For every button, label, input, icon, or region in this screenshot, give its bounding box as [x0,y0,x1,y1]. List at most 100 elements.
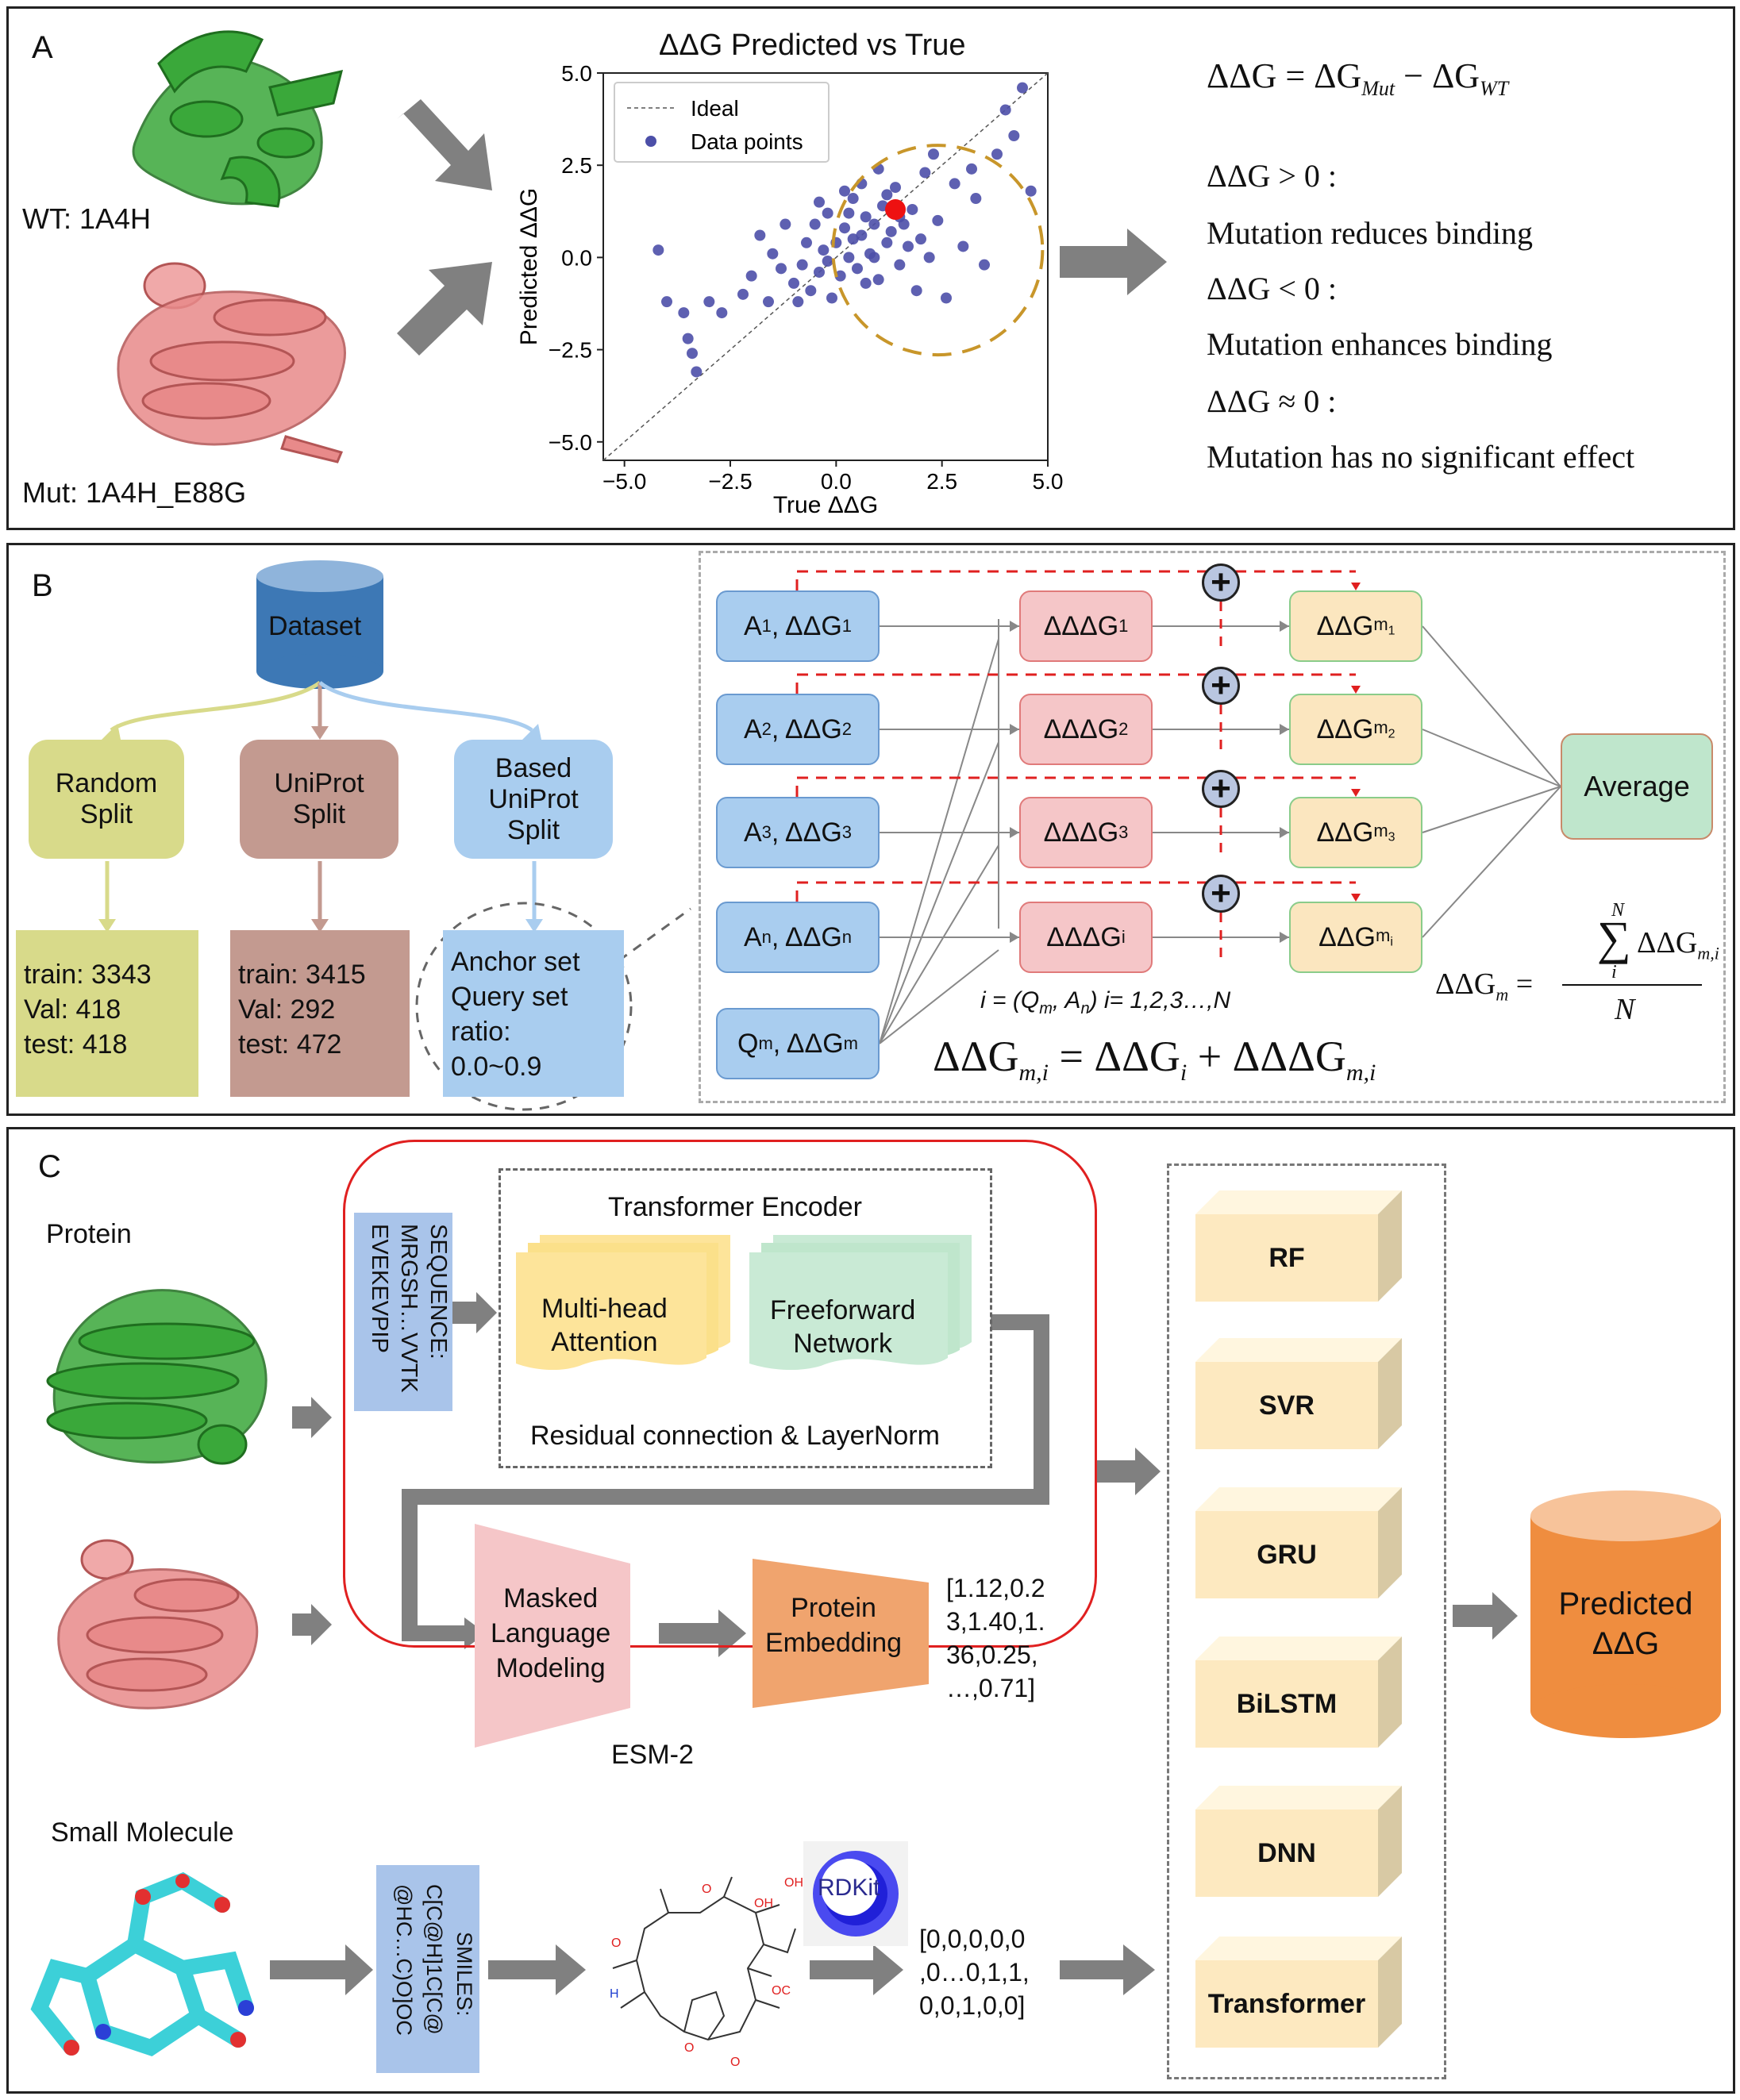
data-point [792,296,804,308]
output-box-3: ΔΔG m3 [1289,797,1422,868]
mha-stack [516,1235,730,1370]
text-reduces: Mutation reduces binding [1207,215,1534,251]
rdkit-logo [803,1841,908,1946]
data-point [979,259,990,271]
condition-zero: ΔΔG ≈ 0 : [1207,383,1337,419]
plus-circle-1: + [1202,563,1240,602]
chart-title: ΔΔG Predicted vs True [659,29,966,62]
data-point [822,256,833,267]
delta-box-4: ΔΔΔG i [1019,902,1153,973]
data-point [881,189,893,201]
y-axis-label: Predicted ΔΔG [516,188,542,346]
plus-circle-4: + [1202,875,1240,913]
data-point [834,270,846,282]
average-box: Average [1561,733,1713,840]
data-point [767,248,779,260]
data-point [843,252,855,263]
model-cube-svr: SVR [1195,1338,1402,1449]
sequence-box: SEQUENCE: MRGSH…VVTK EVEKEVPIP [354,1213,452,1411]
panel-a-label: A [32,30,53,65]
ideal-line [602,72,1049,461]
data-point [923,252,935,263]
anchor-query-region [699,551,1726,1103]
molecule-atom-label: O [730,2056,741,2069]
smiles-box: SMILES: C[C@H]1C[C@ @HC…C)O]OC [376,1865,479,2073]
data-point [678,307,690,319]
molecule-atom-label: OH [784,1876,803,1890]
molecule-atom-label: O [702,1883,712,1896]
index-text: i = (Qm, An) i= 1,2,3…,N [980,987,1231,1017]
model-label: SVR [1195,1362,1378,1449]
model-cube-rf: RF [1195,1190,1402,1302]
x-tick-label: 0.0 [821,469,852,494]
mha-label: Multi-head Attention [541,1294,668,1357]
panel-c-label: C [38,1149,61,1184]
average-sum-bottom: i [1611,962,1617,983]
delta-box-1: ΔΔΔG 1 [1019,590,1153,662]
model-label: DNN [1195,1810,1378,1897]
data-point [809,218,821,230]
y-tick-label: −5.0 [549,430,592,455]
dataset-label: Dataset [268,611,362,641]
legend-box [614,82,830,163]
data-point [691,366,703,378]
model-cube-gru: GRU [1195,1487,1402,1598]
text-enhances: Mutation enhances binding [1207,326,1553,362]
plus-circle-2: + [1202,667,1240,705]
delta-box-2: ΔΔΔG 2 [1019,694,1153,765]
protein-green-image [46,1289,268,1465]
mut-protein-image [117,262,346,463]
dataset-cylinder [256,560,383,689]
data-point [652,244,664,256]
data-point [868,218,880,230]
molecule-atom-label: O [684,2041,695,2055]
data-point [910,285,922,297]
data-point [788,277,799,289]
esm2-container [343,1140,1097,1648]
rdkit-label: RDKit [818,1875,880,1901]
text-no-effect: Mutation has no significant effect [1207,439,1635,475]
mut-label: Mut: 1A4H_E88G [22,476,247,509]
data-point [843,207,855,219]
y-tick-label: −2.5 [549,338,592,363]
data-point [818,244,830,256]
molecule-atom-label: H [610,1987,619,2001]
average-fraction-bar [1562,984,1702,986]
data-point [894,259,906,271]
condition-positive: ΔΔG > 0 : [1207,158,1338,194]
mlm-label: Masked Language Modeling [491,1583,611,1683]
data-point [919,167,931,179]
embedding-trapezoid [753,1559,929,1708]
molecule-atom-label: O [611,1937,622,1950]
x-tick-label: 5.0 [1033,469,1064,494]
delta-box-3: ΔΔΔG 3 [1019,797,1153,868]
data-point [999,104,1011,116]
protein-pink-image [57,1539,259,1710]
ddg-mi-equation: ΔΔGm,i = ΔΔGi + ΔΔΔGm,i [933,1033,1376,1086]
data-point [796,259,808,271]
smiles-line-3: @HC…C)O]OC [392,1884,416,2036]
smiles-line-2: C[C@H]1C[C@ [422,1884,446,2035]
data-point [847,193,859,205]
output-box-1: ΔΔG m1 [1289,590,1422,662]
y-tick-label: 0.0 [561,245,592,270]
residual-label: Residual connection & LayerNorm [530,1421,940,1451]
data-point [780,218,791,230]
data-point [745,270,757,282]
output-box-4: ΔΔG mi [1289,902,1422,973]
data-point [860,277,872,289]
embedding-label: Protein Embedding [765,1593,903,1658]
data-point [826,292,837,304]
legend-points-swatch [645,136,656,147]
data-point [903,240,914,252]
plus-circle-3: + [1202,770,1240,808]
data-point [814,266,825,278]
data-point [856,229,868,241]
based-stats-box: Anchor set Query set ratio: 0.0~0.9 [443,930,624,1097]
data-point [881,237,893,248]
model-cube-bilstm: BiLSTM [1195,1637,1402,1748]
output-box-2: ΔΔG m2 [1289,694,1422,765]
